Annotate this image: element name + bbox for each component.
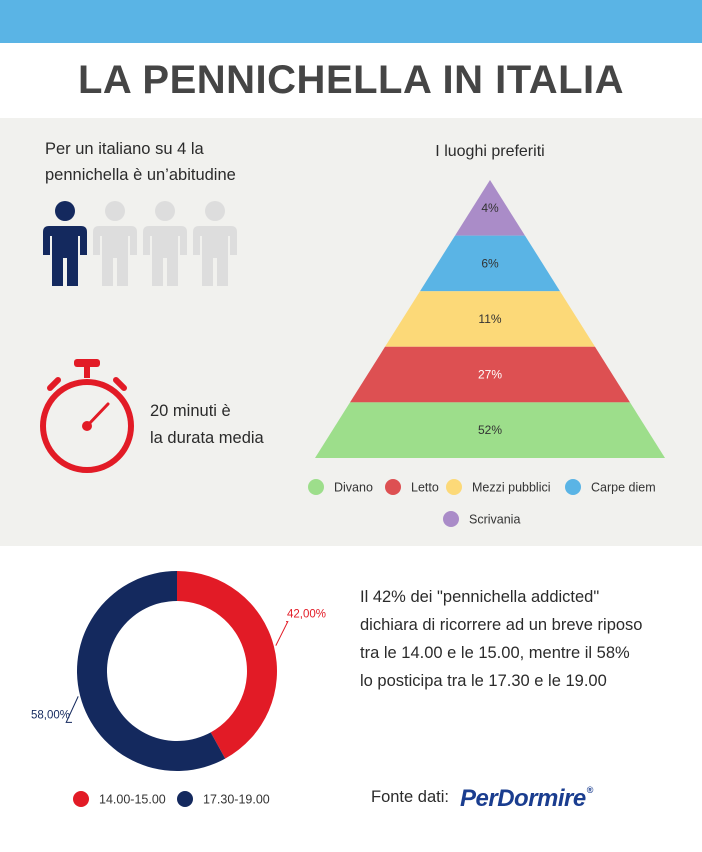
legend-dot-icon	[443, 511, 459, 527]
duration-line2: la durata media	[150, 429, 264, 447]
legend-label: 14.00-15.00	[99, 792, 166, 807]
people-icons	[40, 200, 250, 290]
habit-stat-text: Per un italiano su 4 la pennichella è un…	[45, 136, 285, 188]
donut-leader-line	[275, 621, 289, 646]
legend-dot-icon	[177, 791, 193, 807]
legend-dot-icon	[308, 479, 324, 495]
places-pyramid-chart: 4% 6% 11% 27% 52%	[315, 180, 665, 458]
pyramid-value-label: 4%	[481, 201, 499, 215]
time-description: Il 42% dei "pennichella addicted" dichia…	[360, 583, 690, 695]
description-line1: Il 42% dei "pennichella addicted"	[360, 588, 600, 606]
top-banner	[0, 0, 702, 43]
brand-registered-mark: ®	[586, 785, 594, 795]
pyramid-title: I luoghi preferiti	[435, 143, 545, 160]
pyramid-segment	[420, 235, 560, 292]
donut-leader-line	[65, 696, 79, 723]
description-line2: dichiara di ricorrere ad un breve riposo	[360, 616, 643, 634]
legend-dot-icon	[446, 479, 462, 495]
legend-label: Mezzi pubblici	[472, 480, 551, 495]
legend-dot-icon	[565, 479, 581, 495]
pyramid-value-label: 6%	[481, 256, 499, 270]
donut-legend-item: 17.30-19.00	[177, 791, 270, 808]
legend-label: Divano	[334, 480, 373, 495]
pyramid-legend-item: Divano	[308, 479, 373, 496]
donut-legend-item: 14.00-15.00	[73, 791, 166, 808]
donut-slice	[177, 571, 278, 759]
legend-dot-icon	[385, 479, 401, 495]
description-line4: lo posticipa tra le 17.30 e le 19.00	[360, 672, 607, 690]
habit-stat-line2: pennichella è un’abitudine	[45, 166, 236, 184]
page-title: LA PENNICHELLA IN ITALIA	[77, 58, 625, 102]
pyramid-segment	[350, 346, 630, 403]
habit-stat-line1: Per un italiano su 4 la	[45, 140, 204, 158]
legend-label: Letto	[411, 480, 439, 495]
duration-text: 20 minuti è la durata media	[150, 398, 300, 452]
time-donut-chart: 42,00% 58,00%	[31, 571, 326, 771]
donut-slice	[77, 571, 226, 771]
pyramid-segment	[315, 402, 665, 458]
stopwatch-icon	[40, 359, 134, 473]
person-icon	[143, 201, 187, 286]
description-line3: tra le 14.00 e le 15.00, mentre il 58%	[360, 644, 630, 662]
person-icon	[43, 201, 87, 286]
source-label: Fonte dati:	[371, 788, 449, 806]
brand-logo: PerDormire®	[460, 785, 593, 813]
legend-dot-icon	[73, 791, 89, 807]
pyramid-value-label: 27%	[478, 368, 502, 382]
legend-label: Scrivania	[469, 512, 521, 527]
pyramid-value-label: 11%	[478, 312, 501, 326]
brand-name: PerDormire	[460, 785, 586, 812]
pyramid-legend-item: Mezzi pubblici	[446, 479, 551, 496]
pyramid-legend-item: Letto	[385, 479, 439, 496]
pyramid-legend-item: Carpe diem	[565, 479, 656, 496]
pyramid-segment	[385, 291, 595, 347]
donut-value-label: 58,00%	[31, 709, 70, 721]
pyramid-segment	[455, 180, 525, 236]
legend-label: 17.30-19.00	[203, 792, 270, 807]
pyramid-legend-item: Scrivania	[443, 511, 521, 528]
person-icon	[93, 201, 137, 286]
duration-line1: 20 minuti è	[150, 402, 231, 420]
legend-label: Carpe diem	[591, 480, 656, 495]
person-icon	[193, 201, 237, 286]
donut-value-label: 42,00%	[287, 609, 326, 621]
pyramid-value-label: 52%	[478, 423, 502, 437]
